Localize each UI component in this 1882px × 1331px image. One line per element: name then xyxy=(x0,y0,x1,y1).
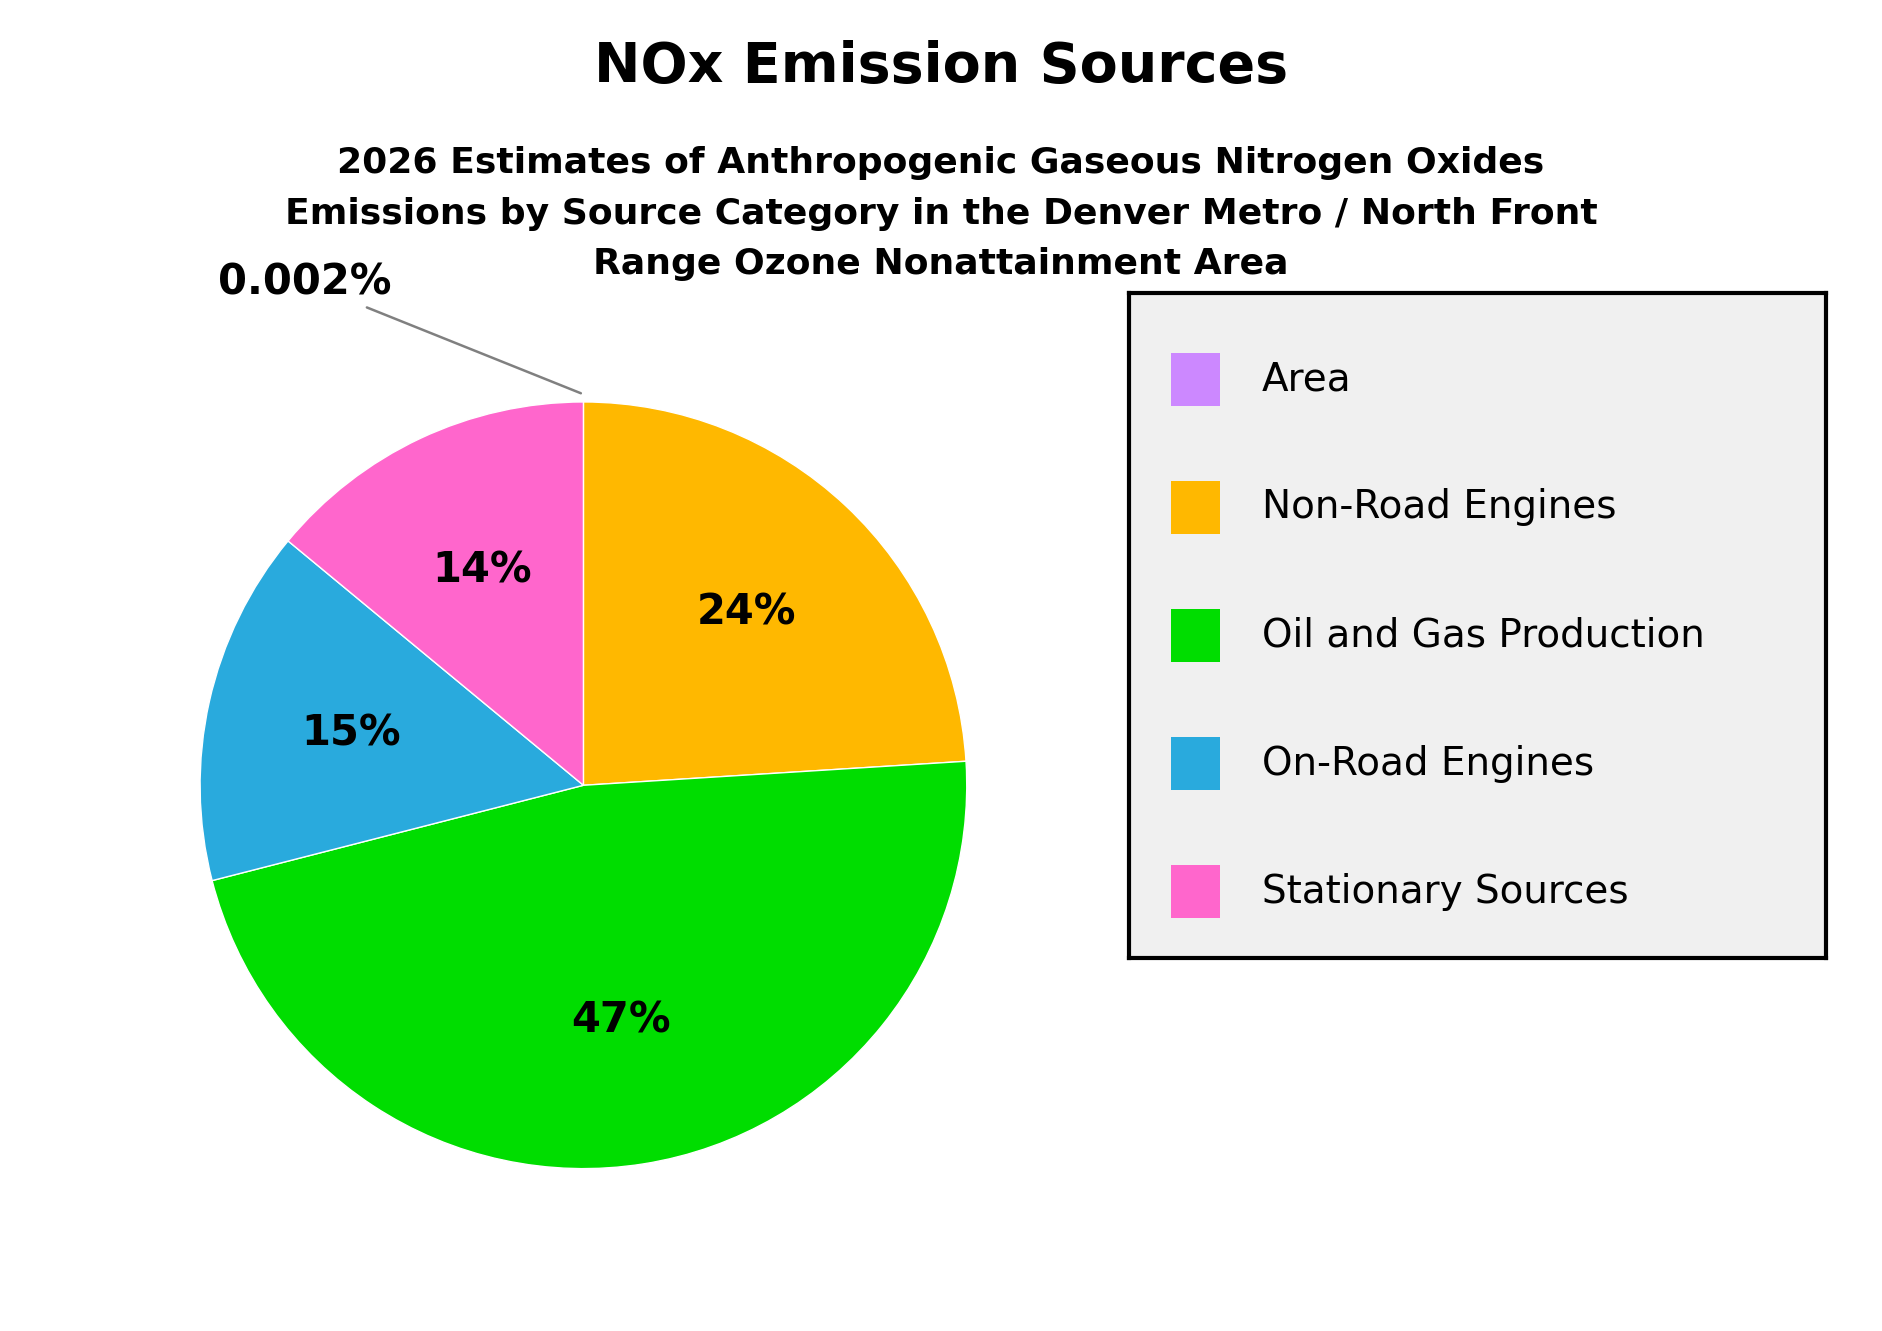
FancyBboxPatch shape xyxy=(1171,353,1220,406)
FancyBboxPatch shape xyxy=(1171,608,1220,662)
Text: 2026 Estimates of Anthropogenic Gaseous Nitrogen Oxides
Emissions by Source Cate: 2026 Estimates of Anthropogenic Gaseous … xyxy=(284,146,1598,281)
Text: Stationary Sources: Stationary Sources xyxy=(1261,873,1628,910)
Wedge shape xyxy=(213,761,967,1169)
Text: 14%: 14% xyxy=(433,550,533,591)
Text: 15%: 15% xyxy=(301,712,401,755)
Text: NOx Emission Sources: NOx Emission Sources xyxy=(595,40,1287,95)
Text: 47%: 47% xyxy=(570,1000,670,1041)
Text: Non-Road Engines: Non-Road Engines xyxy=(1261,488,1617,527)
Wedge shape xyxy=(199,540,583,881)
Text: Oil and Gas Production: Oil and Gas Production xyxy=(1261,616,1705,655)
Text: Area: Area xyxy=(1261,361,1351,398)
FancyBboxPatch shape xyxy=(1171,865,1220,918)
Wedge shape xyxy=(583,402,965,785)
FancyBboxPatch shape xyxy=(1171,480,1220,534)
Text: On-Road Engines: On-Road Engines xyxy=(1261,744,1594,783)
Text: 24%: 24% xyxy=(696,591,796,634)
Text: 0.002%: 0.002% xyxy=(218,262,582,393)
Wedge shape xyxy=(288,402,583,785)
FancyBboxPatch shape xyxy=(1171,737,1220,791)
